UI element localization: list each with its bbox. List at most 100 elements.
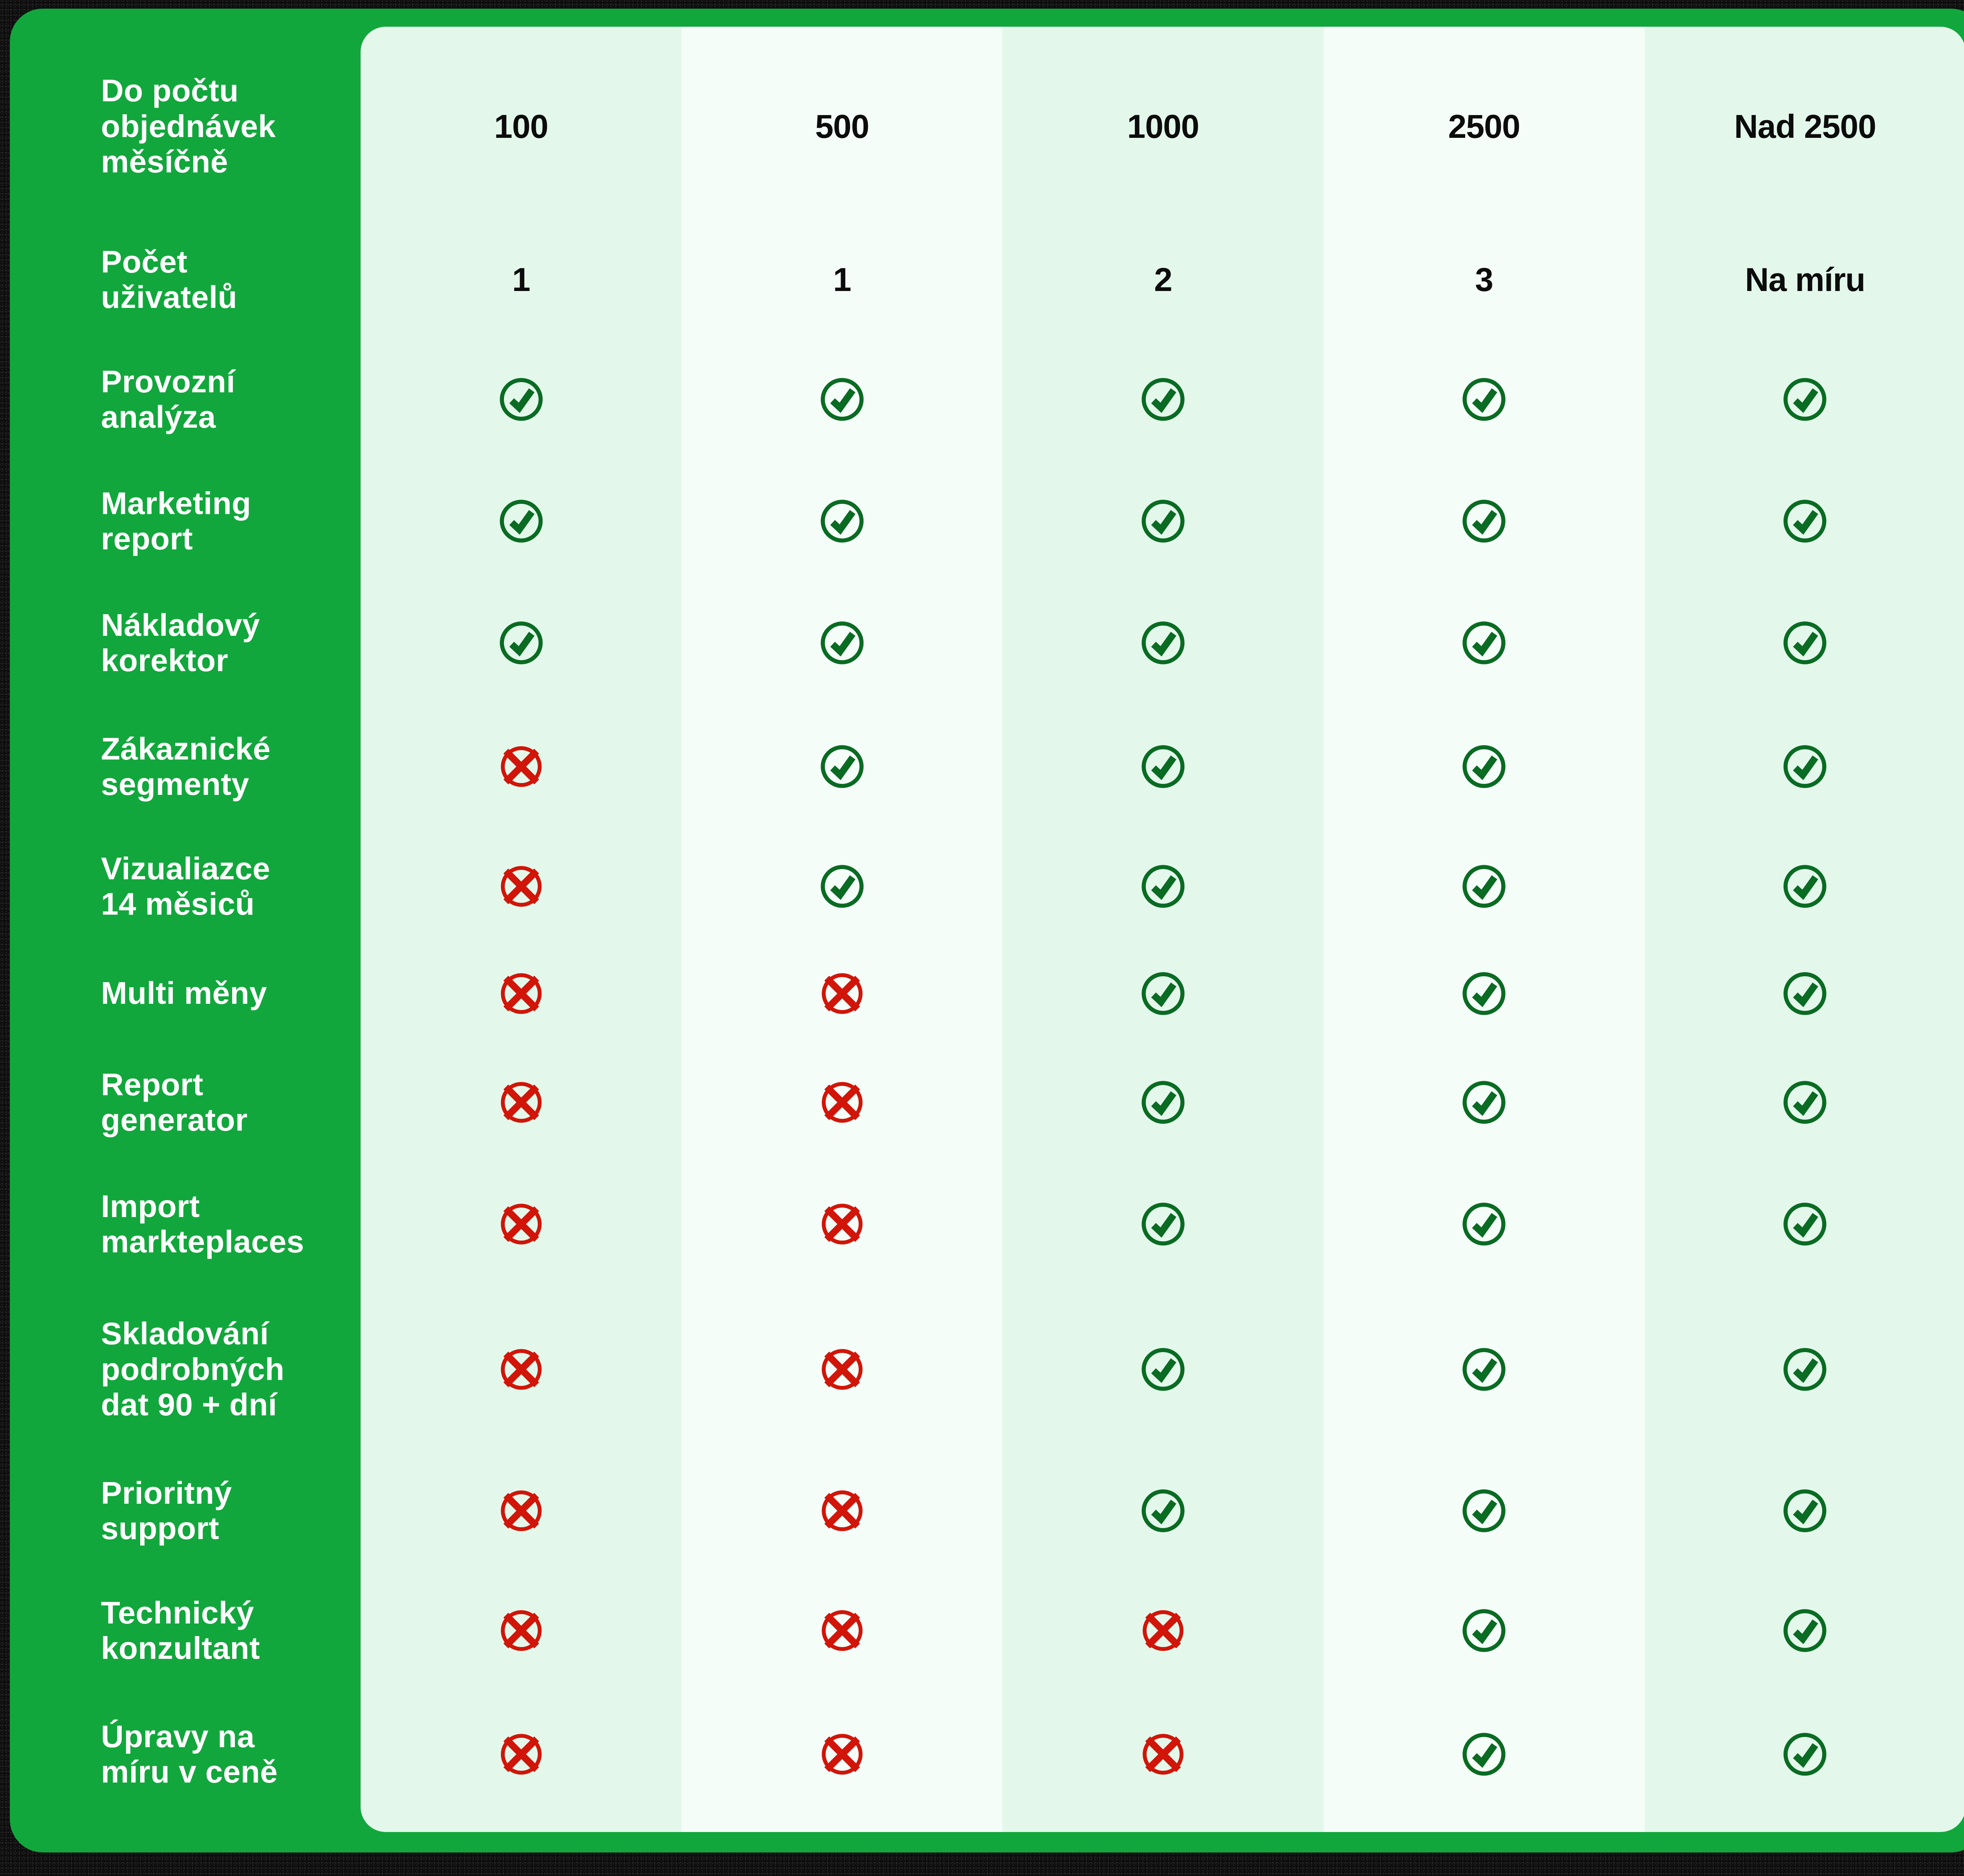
feature-available-cell	[361, 377, 682, 422]
feature-available-cell	[1002, 971, 1323, 1016]
plan-header-cell: Nad 2500	[1645, 108, 1964, 146]
check-icon	[1783, 1081, 1827, 1124]
feature-unavailable-cell	[361, 1608, 682, 1653]
feature-unavailable-cell	[1002, 1608, 1323, 1653]
table-row: Vizualiazce 14 měsiců	[10, 829, 1964, 943]
feature-label-3: Nákladový korektor	[101, 607, 260, 678]
table-row: Skladování podrobných dat 90 + dní	[10, 1287, 1964, 1452]
feature-available-cell	[1002, 744, 1323, 789]
check-icon	[821, 621, 864, 664]
feature-unavailable-cell	[361, 744, 682, 789]
plan-header-cell: 2500	[1324, 108, 1645, 146]
cross-icon	[821, 1349, 863, 1390]
plan-value-cell: 3	[1324, 261, 1645, 299]
check-icon	[1141, 621, 1185, 664]
check-icon	[1141, 972, 1185, 1015]
feature-available-cell	[682, 864, 1002, 909]
plan-value: 1	[833, 261, 852, 298]
cross-icon	[821, 1082, 863, 1123]
table-row: Marketing report	[10, 460, 1964, 582]
feature-available-cell	[1002, 1080, 1323, 1125]
feature-available-cell	[1324, 1731, 1645, 1777]
feature-unavailable-cell	[361, 1080, 682, 1125]
feature-available-cell	[1002, 1488, 1323, 1534]
cross-icon	[821, 1610, 863, 1651]
plan-header-value: 1000	[1127, 108, 1200, 145]
feature-label-0: Počet uživatelů	[101, 244, 237, 315]
feature-available-cell	[1324, 1201, 1645, 1247]
check-icon	[1462, 500, 1506, 543]
table-row: Multi měny	[10, 943, 1964, 1043]
check-icon	[1783, 378, 1827, 421]
check-icon	[1141, 378, 1185, 421]
check-icon	[821, 745, 864, 788]
feature-unavailable-cell	[682, 1201, 1002, 1247]
check-icon	[1462, 1202, 1506, 1246]
feature-available-cell	[361, 620, 682, 666]
check-icon	[821, 378, 864, 421]
check-icon	[1462, 1609, 1506, 1652]
feature-available-cell	[1645, 1201, 1964, 1247]
feature-unavailable-cell	[361, 1731, 682, 1777]
feature-available-cell	[1645, 377, 1964, 422]
cross-icon	[500, 866, 542, 907]
check-icon	[1462, 972, 1506, 1015]
cross-icon	[500, 1734, 542, 1775]
table-row: Report generator	[10, 1043, 1964, 1161]
check-icon	[1783, 621, 1827, 664]
feature-available-cell	[1645, 1080, 1964, 1125]
feature-available-cell	[1002, 377, 1323, 422]
plan-value-cell: Na míru	[1645, 261, 1964, 299]
feature-available-cell	[1002, 1201, 1323, 1247]
check-icon	[1783, 500, 1827, 543]
feature-label-11: Technický konzultant	[101, 1595, 260, 1666]
feature-available-cell	[1324, 620, 1645, 666]
feature-available-cell	[1645, 1488, 1964, 1534]
table-rows: Do počtu objednávek měsíčně 100 500 1000 250…	[10, 27, 1964, 1832]
table-row: Prioritný support	[10, 1452, 1964, 1570]
feature-label-10: Prioritný support	[101, 1475, 232, 1546]
check-icon	[500, 500, 543, 543]
feature-available-cell	[1002, 864, 1323, 909]
check-icon	[1462, 621, 1506, 664]
feature-label-7: Report generator	[101, 1067, 248, 1137]
feature-label-1: Provozní analýza	[101, 364, 235, 434]
check-icon	[1141, 1348, 1185, 1391]
plan-header-value: 500	[815, 108, 869, 145]
feature-label-8: Import markteplaces	[101, 1188, 304, 1259]
check-icon	[1783, 1348, 1827, 1391]
cross-icon	[500, 973, 542, 1014]
check-icon	[500, 621, 543, 664]
check-icon	[1462, 1348, 1506, 1391]
feature-unavailable-cell	[361, 971, 682, 1016]
cross-icon	[821, 1490, 863, 1531]
check-icon	[1783, 745, 1827, 788]
check-icon	[1141, 745, 1185, 788]
feature-label-12: Úpravy na míru v ceně	[101, 1719, 278, 1789]
cross-icon	[500, 1204, 542, 1245]
plan-header-value: 2500	[1448, 108, 1521, 145]
check-icon	[1783, 1733, 1827, 1776]
check-icon	[1462, 745, 1506, 788]
feature-available-cell	[1002, 1347, 1323, 1392]
feature-available-cell	[1324, 1608, 1645, 1653]
plan-header-cell: 100	[361, 108, 682, 146]
cross-icon	[500, 1490, 542, 1531]
table-header-row: Do počtu objednávek měsíčně 100 500 1000 250…	[10, 32, 1964, 221]
table-row: Úpravy na míru v ceně	[10, 1691, 1964, 1817]
check-icon	[821, 865, 864, 908]
feature-available-cell	[1324, 377, 1645, 422]
feature-available-cell	[1645, 498, 1964, 544]
check-icon	[1141, 1489, 1185, 1532]
cross-icon	[1143, 1734, 1184, 1775]
table-row: Počet uživatelů 1 1 2 3 Na míru	[10, 221, 1964, 339]
cross-icon	[821, 1734, 863, 1775]
check-icon	[1462, 865, 1506, 908]
feature-available-cell	[1645, 1731, 1964, 1777]
feature-label-2: Marketing report	[101, 485, 251, 556]
feature-unavailable-cell	[682, 1080, 1002, 1125]
feature-unavailable-cell	[682, 1488, 1002, 1534]
check-icon	[1462, 1733, 1506, 1776]
table-row: Nákladový korektor	[10, 582, 1964, 704]
